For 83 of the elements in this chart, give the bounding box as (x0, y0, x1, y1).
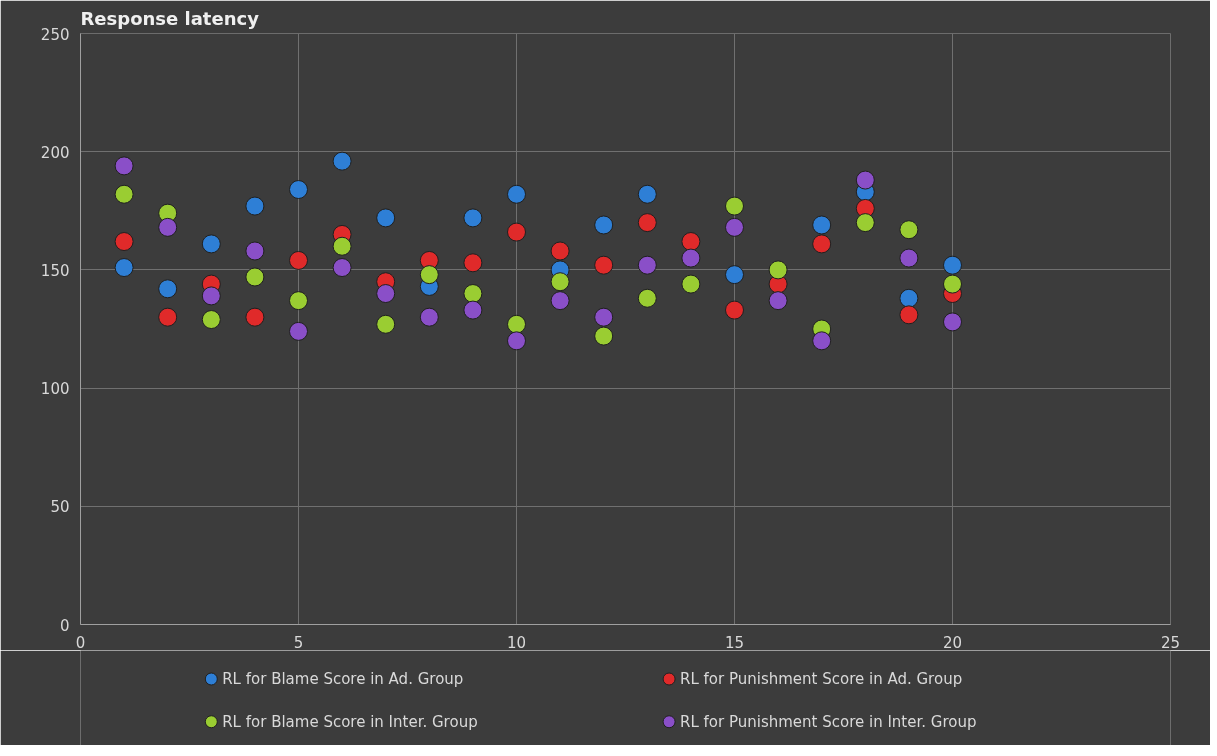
point (725, 217, 744, 237)
point (681, 274, 701, 294)
point (768, 291, 788, 311)
y-tick-label: 200 (40, 143, 70, 162)
point (681, 248, 701, 268)
point (725, 196, 744, 216)
legend-label: RL for Punishment Score in Inter. Group (680, 712, 977, 731)
point (812, 331, 832, 351)
point (899, 305, 919, 325)
point (463, 208, 483, 228)
point (594, 326, 614, 346)
point (376, 284, 396, 304)
x-tick-label: 15 (724, 633, 745, 652)
point (681, 232, 701, 252)
y-tick-label: 150 (40, 261, 70, 280)
point (114, 232, 134, 252)
point (158, 307, 178, 327)
point (201, 286, 221, 306)
point (507, 331, 526, 351)
point (855, 213, 875, 233)
point (289, 291, 308, 311)
point (637, 288, 657, 308)
point (507, 222, 526, 242)
y-tick-label: 250 (40, 25, 70, 44)
point (332, 151, 352, 171)
x-tick-label: 5 (293, 633, 304, 652)
x-tick-label: 25 (1160, 633, 1181, 652)
point (550, 291, 570, 311)
point (725, 265, 744, 285)
point (463, 300, 483, 320)
point (332, 236, 352, 256)
legend-label: RL for Blame Score in Inter. Group (222, 712, 478, 731)
point (158, 279, 178, 299)
point (507, 184, 526, 204)
point (812, 234, 832, 254)
point (419, 307, 439, 327)
x-tick-label: 10 (506, 633, 527, 652)
point (550, 241, 570, 261)
point (245, 241, 265, 261)
point (114, 156, 134, 176)
point (376, 314, 396, 334)
point (201, 234, 221, 254)
point (899, 248, 919, 268)
y-tick-label: 50 (50, 498, 70, 517)
x-tick-label: 0 (75, 633, 86, 652)
point (245, 196, 265, 216)
x-tick-label: 20 (942, 633, 963, 652)
point (114, 258, 134, 278)
point (376, 208, 396, 228)
point (332, 258, 352, 278)
point (201, 310, 221, 330)
point (637, 184, 657, 204)
point (594, 215, 614, 235)
point (637, 255, 657, 275)
point (550, 272, 570, 292)
legend-label: RL for Punishment Score in Ad. Group (680, 670, 963, 688)
y-tick-label: 0 (59, 616, 70, 635)
y-tick-label: 100 (40, 380, 70, 399)
point (725, 300, 744, 320)
point (943, 312, 962, 332)
point (419, 265, 439, 285)
point (463, 284, 483, 304)
point (463, 253, 483, 273)
point (289, 180, 308, 200)
point (245, 267, 265, 287)
point (855, 170, 875, 190)
point (943, 274, 962, 294)
point (114, 184, 134, 204)
point (943, 255, 962, 275)
point (899, 220, 919, 240)
point (768, 260, 788, 280)
point (507, 314, 526, 334)
point (245, 307, 265, 327)
point (899, 288, 919, 308)
point (637, 213, 657, 233)
point (289, 250, 308, 270)
legend-label: RL for Blame Score in Ad. Group (222, 670, 464, 688)
point (812, 215, 832, 235)
point (289, 321, 308, 341)
point (594, 307, 614, 327)
point (594, 255, 614, 275)
point (158, 217, 178, 237)
chart-title: Response latency (80, 7, 260, 29)
